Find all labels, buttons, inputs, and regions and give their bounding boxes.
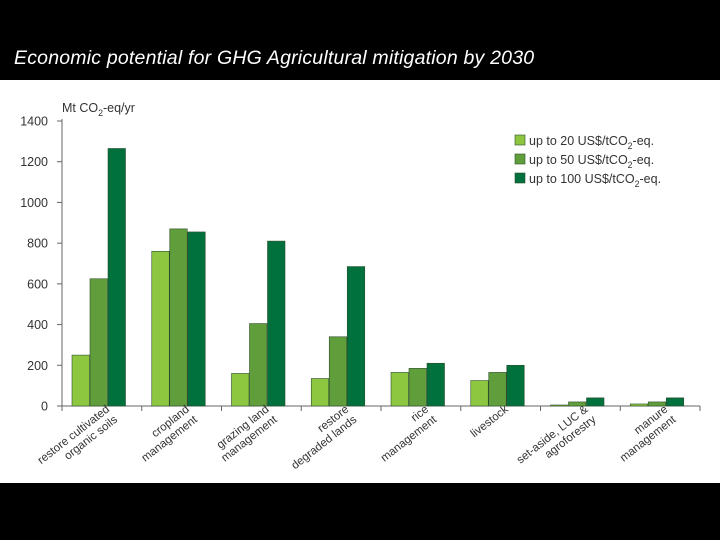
bar-3 — [506, 364, 525, 407]
category-label: croplandmanagement — [132, 403, 201, 465]
chart-bars — [71, 148, 685, 407]
bar-3 — [586, 397, 605, 407]
bar-2 — [488, 372, 507, 407]
category-label: grazing landmanagement — [211, 403, 280, 465]
category-label: manuremanagement — [610, 403, 679, 465]
bar-2 — [89, 278, 108, 407]
y-tick-label: 1000 — [20, 196, 48, 210]
category-labels: restore cultivatedorganic soils croplandm… — [36, 403, 679, 477]
legend-swatch — [514, 172, 526, 184]
bar-1 — [470, 380, 489, 407]
bar-2 — [169, 228, 188, 407]
bar-2 — [647, 401, 667, 407]
legend-swatch — [514, 153, 526, 165]
y-tick-label: 200 — [27, 359, 48, 373]
y-tick-label: 1400 — [20, 115, 48, 129]
y-tick-label: 0 — [41, 400, 48, 414]
category-label: restore cultivatedorganic soils — [36, 403, 121, 477]
bar-2 — [328, 336, 348, 407]
chart-panel: 0 200 400 600 800 1000 1200 1400 Mt CO2-eq/yr re… — [0, 80, 720, 483]
bar-1 — [390, 372, 409, 407]
legend-label: up to 100 US$/tCO2-eq. — [529, 172, 661, 189]
y-tick-label: 1200 — [20, 155, 48, 169]
bar-3 — [107, 148, 126, 407]
bar-1 — [310, 378, 330, 407]
category-label: restoredegraded lands — [281, 403, 359, 472]
bar-1 — [550, 404, 569, 407]
bar-3 — [426, 362, 445, 407]
bar-1 — [71, 354, 90, 407]
bar-1 — [231, 373, 250, 407]
title-bar: Economic potential for GHG Agricultural … — [0, 0, 720, 78]
y-axis-label: Mt CO2-eq/yr — [62, 101, 135, 118]
bar-chart: 0 200 400 600 800 1000 1200 1400 Mt CO2-eq/yr re… — [20, 101, 701, 477]
y-tick-label: 400 — [27, 318, 48, 332]
slide-title: Economic potential for GHG Agricultural … — [14, 47, 535, 69]
bar-2 — [568, 401, 587, 407]
bar-3 — [267, 240, 286, 407]
y-tick-label: 800 — [27, 237, 48, 251]
bar-3 — [187, 231, 206, 407]
category-label: livestock — [469, 403, 511, 440]
legend-label: up to 20 US$/tCO2-eq. — [529, 134, 654, 151]
chart-axes: 0 200 400 600 800 1000 1200 1400 Mt CO2-eq/yr — [20, 101, 701, 414]
legend-label: up to 50 US$/tCO2-eq. — [529, 153, 654, 170]
bar-1 — [629, 403, 649, 407]
bar-2 — [408, 368, 427, 407]
bar-3 — [665, 397, 685, 407]
bar-3 — [346, 266, 366, 407]
legend-swatch — [514, 134, 526, 146]
bottom-bar — [0, 483, 720, 540]
bar-1 — [151, 250, 170, 407]
bar-2 — [249, 323, 268, 407]
y-tick-label: 600 — [27, 277, 48, 291]
chart-legend: up to 20 US$/tCO2-eq. up to 50 US$/tCO2-e… — [514, 134, 661, 189]
category-label: ricemanagement — [371, 403, 440, 465]
category-label: set-aside, LUC &agroforestry — [515, 403, 599, 476]
